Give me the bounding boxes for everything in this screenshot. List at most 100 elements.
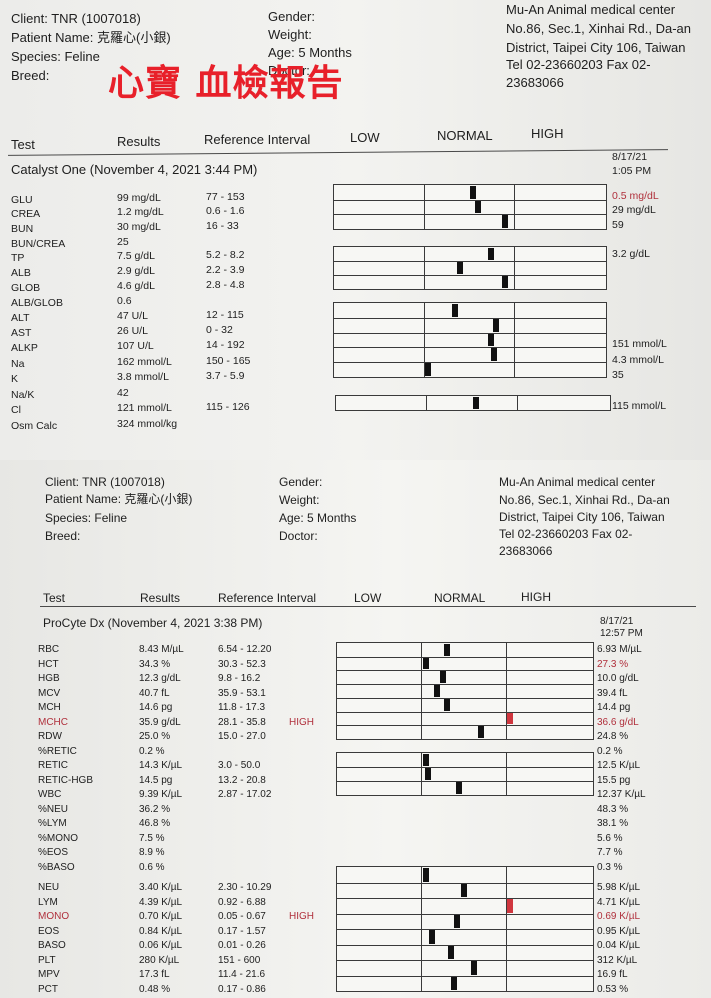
result-value: 17.3 fL (139, 969, 170, 980)
reference-interval: 9.8 - 16.2 (218, 673, 261, 684)
result-value: 4.39 K/µL (139, 896, 183, 908)
result-value: 14.3 K/µL (139, 760, 183, 771)
result-value: 0.6 (117, 295, 132, 307)
result-value: 162 mmol/L (117, 356, 172, 368)
result-value: 1.2 mg/dL (117, 206, 164, 218)
range-marker (456, 262, 463, 274)
previous-result: 115 mmol/L (612, 400, 667, 412)
range-row-line (337, 684, 593, 686)
test-name: MCV (38, 687, 61, 699)
range-boundary-line (505, 643, 507, 739)
result-value: 99 mg/dL (117, 192, 161, 204)
client-label: Client: TNR (1007018) (45, 475, 165, 489)
reference-interval: 2.87 - 17.02 (218, 789, 272, 800)
reference-interval: 13.2 - 20.8 (218, 774, 266, 786)
result-value: 12.3 g/dL (139, 673, 181, 684)
result-value: 7.5 g/dL (117, 250, 155, 262)
range-marker (488, 248, 495, 260)
col-high: HIGH (531, 126, 564, 141)
reference-interval: 16 - 33 (206, 220, 239, 232)
test-name: ALB (11, 267, 31, 279)
result-value: 36.2 % (139, 803, 171, 815)
previous-result: 4.71 K/µL (597, 896, 641, 908)
test-name: AST (11, 327, 32, 339)
test-name: ALT (11, 312, 30, 324)
clinic-fax-cont: 23683066 (506, 75, 564, 90)
range-row-line (334, 214, 606, 216)
previous-date: 8/17/21 (612, 151, 648, 163)
reference-interval: 35.9 - 53.1 (218, 687, 266, 699)
test-name: ALB/GLOB (11, 297, 63, 309)
range-row-line (337, 960, 593, 961)
previous-result: 35 (612, 369, 624, 381)
range-boundary-line (516, 396, 518, 410)
reference-interval: 14 - 192 (206, 339, 245, 351)
previous-result: 0.53 % (597, 983, 629, 995)
result-value: 121 mmol/L (117, 402, 172, 414)
range-marker (470, 186, 477, 199)
col-reference: Reference Interval (204, 132, 311, 147)
previous-result: 15.5 pg (597, 774, 631, 786)
range-marker (477, 726, 484, 738)
test-name: ALKP (11, 342, 38, 354)
range-chart-block (335, 395, 611, 411)
test-name: Na (11, 358, 25, 370)
range-marker (443, 644, 450, 656)
range-chart-block (333, 302, 607, 378)
col-normal: NORMAL (434, 591, 486, 605)
range-marker (422, 754, 429, 766)
col-test: Test (11, 137, 35, 152)
gender: Gender: (268, 9, 315, 24)
range-boundary-line (505, 753, 507, 795)
catalyst-report-sheet: Client: TNR (1007018) Patient Name: 克羅心(… (0, 0, 711, 460)
range-chart-block (333, 184, 607, 230)
previous-time: 1:05 PM (612, 165, 652, 177)
test-name: CREA (11, 208, 41, 220)
previous-result: 36.6 g/dL (597, 716, 639, 728)
section-title: Catalyst One (November 4, 2021 3:44 PM) (11, 162, 258, 177)
test-name: GLU (11, 194, 33, 206)
reference-interval: 2.30 - 10.29 (218, 882, 272, 893)
range-chart-block (333, 246, 607, 290)
previous-result: 7.7 % (597, 847, 623, 858)
clinic-address-1: No.86, Sec.1, Xinhai Rd., Da-an (499, 493, 670, 507)
breed: Breed: (45, 529, 81, 543)
species: Species: Feline (45, 511, 128, 525)
result-value: 7.5 % (139, 832, 165, 844)
test-name: PCT (38, 983, 58, 995)
test-name: NEU (38, 882, 60, 893)
result-value: 8.43 M/µL (139, 644, 184, 655)
test-name: %NEU (38, 803, 69, 815)
reference-interval: 2.2 - 3.9 (206, 264, 245, 276)
previous-result: 29 mg/dL (612, 204, 656, 216)
clinic-name: Mu-An Animal medical center (499, 475, 656, 489)
test-name: %EOS (38, 847, 69, 858)
col-low: LOW (350, 130, 380, 145)
previous-result: 0.3 % (597, 861, 623, 873)
range-marker (422, 657, 429, 670)
reference-interval: 5.2 - 8.2 (206, 249, 245, 261)
client-label: Client: TNR (1007018) (11, 11, 141, 26)
result-value: 0.6 % (139, 861, 165, 873)
result-value: 0.84 K/µL (139, 925, 183, 937)
test-name: LYM (38, 896, 58, 908)
range-marker (507, 712, 514, 725)
range-row-line (334, 317, 606, 319)
test-name: MCHC (38, 716, 68, 728)
range-marker (474, 200, 481, 214)
test-name: Osm Calc (11, 420, 58, 432)
clinic-name: Mu-An Animal medical center (506, 2, 676, 17)
previous-result: 24.8 % (597, 731, 629, 742)
result-value: 3.8 mmol/L (117, 371, 169, 383)
previous-result: 0.95 K/µL (597, 925, 641, 937)
result-value: 14.6 pg (139, 702, 173, 713)
range-row-line (337, 913, 593, 915)
test-name: K (11, 373, 19, 385)
test-name: HCT (38, 658, 59, 670)
range-row-line (337, 898, 593, 899)
previous-result: 10.0 g/dL (597, 673, 639, 684)
range-marker (439, 671, 446, 684)
result-value: 0.70 K/µL (139, 911, 183, 922)
reference-interval: 12 - 115 (206, 309, 244, 321)
test-name: EOS (38, 925, 60, 937)
